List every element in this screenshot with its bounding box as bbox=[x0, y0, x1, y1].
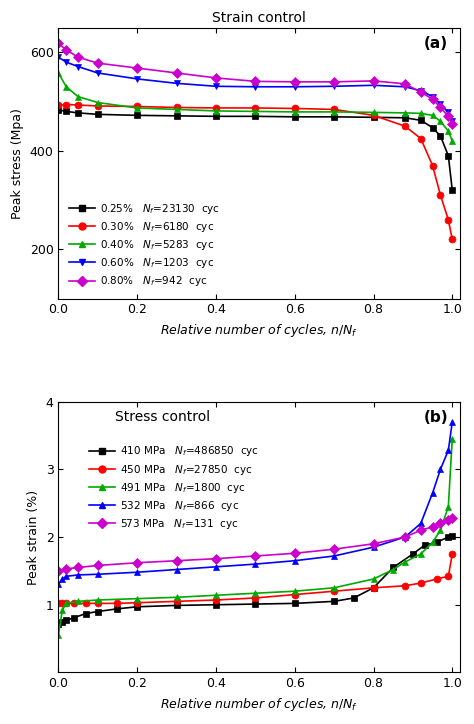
Legend: 410 MPa   $N_f$=486850  cyc, 450 MPa   $N_f$=27850  cyc, 491 MPa   $N_f$=1800  c: 410 MPa $N_f$=486850 cyc, 450 MPa $N_f$=… bbox=[84, 439, 264, 536]
Text: Stress control: Stress control bbox=[115, 410, 210, 424]
Text: (b): (b) bbox=[423, 410, 448, 425]
X-axis label: Relative number of cycles, $n/N_f$: Relative number of cycles, $n/N_f$ bbox=[160, 696, 358, 713]
Y-axis label: Peak stress (Mpa): Peak stress (Mpa) bbox=[11, 108, 24, 219]
Title: Strain control: Strain control bbox=[212, 11, 306, 25]
Legend: 0.25%   $N_f$=23130  cyc, 0.30%   $N_f$=6180  cyc, 0.40%   $N_f$=5283  cyc, 0.60: 0.25% $N_f$=23130 cyc, 0.30% $N_f$=6180 … bbox=[64, 196, 225, 293]
Y-axis label: Peak strain (%): Peak strain (%) bbox=[27, 489, 40, 584]
X-axis label: Relative number of cycles, $n/N_f$: Relative number of cycles, $n/N_f$ bbox=[160, 322, 358, 339]
Text: (a): (a) bbox=[424, 35, 448, 51]
